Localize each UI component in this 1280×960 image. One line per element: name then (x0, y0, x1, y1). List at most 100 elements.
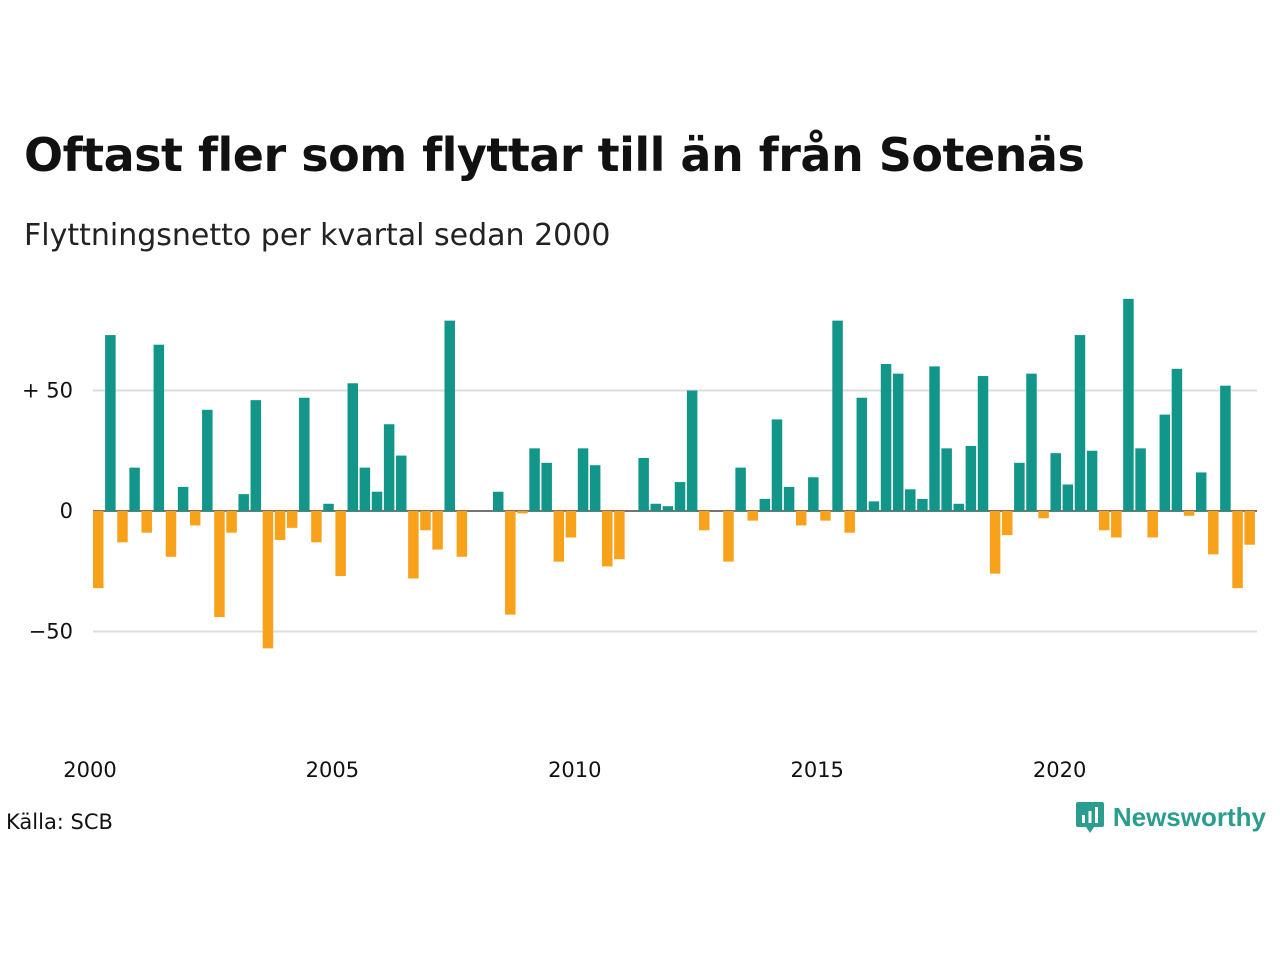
bar-positive (105, 335, 116, 511)
bar-negative (286, 511, 298, 528)
bar-positive (868, 501, 880, 511)
bar-positive (929, 366, 940, 511)
bar-positive (977, 376, 989, 511)
bar-negative (1183, 511, 1195, 516)
bar-negative (456, 511, 468, 557)
bar-positive (589, 465, 601, 511)
bar-positive (662, 506, 674, 511)
bar-positive (577, 448, 589, 511)
bar-positive (396, 455, 407, 511)
bar-positive (541, 462, 552, 511)
bar-positive (917, 498, 928, 511)
bar-positive (1159, 414, 1171, 511)
bar-positive (1026, 373, 1037, 511)
bar-positive (674, 482, 686, 511)
x-tick-label: 2020 (1033, 758, 1086, 782)
bar-positive (965, 445, 977, 511)
bar-negative (1002, 511, 1013, 536)
bar-positive (1171, 368, 1183, 511)
y-tick-label: −50 (29, 620, 73, 644)
bar-negative (844, 511, 855, 533)
bar-positive (1086, 450, 1098, 511)
bar-positive (238, 494, 249, 511)
bar-negative (989, 511, 1001, 574)
bar-positive (759, 498, 771, 511)
bar-positive (1074, 335, 1086, 511)
brand-name: Newsworthy (1112, 801, 1266, 832)
chart-subtitle: Flyttningsnetto per kvartal sedan 2000 (24, 218, 611, 253)
bar-positive (892, 373, 904, 511)
bar-negative (432, 511, 443, 550)
bar-positive (880, 363, 892, 511)
bar-positive (638, 457, 649, 511)
bar-positive (529, 448, 540, 511)
bar-negative (553, 511, 565, 562)
bar-negative (189, 511, 201, 526)
bar-negative (602, 511, 613, 567)
bar-negative (335, 511, 346, 577)
bar-positive (771, 419, 783, 511)
bar-negative (795, 511, 807, 526)
bar-positive (1195, 472, 1207, 511)
y-tick-label: + 50 (22, 379, 73, 403)
bar-negative (1147, 511, 1158, 538)
bar-negative (1111, 511, 1122, 538)
bar-positive (383, 424, 395, 511)
bar-positive (905, 489, 916, 511)
brand-logo: Newsworthy (1075, 800, 1266, 834)
bar-positive (1123, 298, 1134, 511)
x-tick-label: 2005 (306, 758, 359, 782)
bar-negative (1232, 511, 1243, 589)
bar-positive (856, 397, 868, 511)
bar-positive (1062, 484, 1074, 511)
bar-chart: + 50 0 −50 2000 2005 2010 2015 2020 (22, 298, 1257, 782)
bar-positive (1220, 385, 1231, 511)
bar-negative (505, 511, 516, 615)
bar-positive (492, 491, 504, 511)
bar-positive (953, 503, 965, 511)
bar-negative (565, 511, 577, 538)
bar-negative (274, 511, 286, 540)
bar-negative (408, 511, 419, 579)
bar-negative (1098, 511, 1110, 531)
bar-negative (699, 511, 710, 531)
bar-negative (747, 511, 758, 521)
bar-positive (1135, 448, 1146, 511)
x-tick-label: 2000 (63, 758, 116, 782)
bar-negative (226, 511, 237, 533)
bar-negative (311, 511, 322, 543)
bar-negative (517, 511, 528, 514)
bar-negative (214, 511, 225, 618)
bar-negative (723, 511, 734, 562)
bar-positive (323, 503, 334, 511)
bar-positive (129, 467, 140, 511)
x-tick-label: 2010 (548, 758, 601, 782)
bar-positive (299, 397, 310, 511)
bar-negative (820, 511, 831, 521)
bar-negative (420, 511, 431, 531)
bar-positive (202, 409, 213, 511)
bar-positive (832, 320, 843, 511)
bar-positive (250, 400, 262, 511)
bar-negative (165, 511, 177, 557)
bar-positive (177, 486, 189, 511)
bar-positive (735, 467, 746, 511)
bar-positive (808, 477, 819, 511)
bar-positive (783, 486, 795, 511)
bar-positive (686, 390, 698, 511)
bar-positive (650, 503, 662, 511)
bar-negative (614, 511, 625, 560)
newsworthy-icon (1075, 802, 1104, 833)
source-label: Källa: SCB (6, 810, 113, 834)
chart-title: Oftast fler som flyttar till än från Sot… (24, 128, 1085, 182)
bar-negative (93, 511, 104, 589)
y-tick-label: 0 (60, 499, 73, 523)
bar-positive (1050, 453, 1061, 511)
bar-negative (1038, 511, 1049, 519)
bar-positive (1014, 462, 1025, 511)
bar-positive (359, 467, 371, 511)
bar-positive (371, 491, 383, 511)
bar-positive (153, 344, 165, 511)
bar-positive (941, 448, 952, 511)
bar-negative (262, 511, 274, 649)
